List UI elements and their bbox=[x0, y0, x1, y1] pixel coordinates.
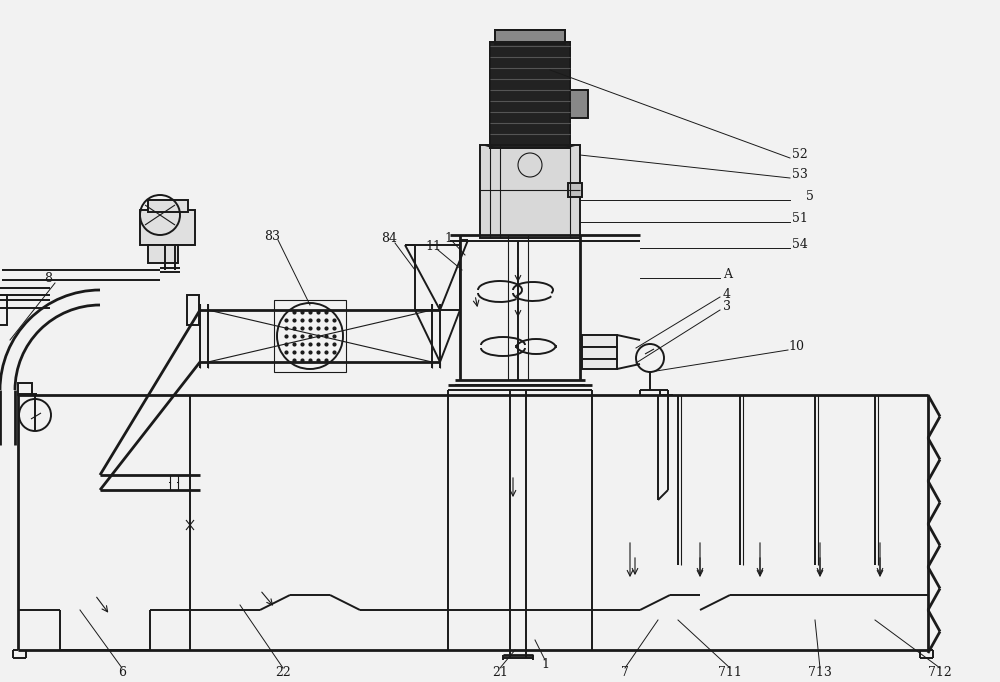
Text: 83: 83 bbox=[264, 230, 280, 243]
Bar bbox=[490, 42, 570, 148]
Text: 5: 5 bbox=[806, 190, 814, 203]
Bar bbox=[140, 210, 195, 245]
Bar bbox=[148, 200, 188, 212]
Text: 4: 4 bbox=[723, 288, 731, 301]
Text: 52: 52 bbox=[792, 149, 808, 162]
Text: 713: 713 bbox=[808, 666, 832, 679]
Text: 7: 7 bbox=[621, 666, 629, 679]
Text: 21: 21 bbox=[492, 666, 508, 679]
Text: 3: 3 bbox=[723, 301, 731, 314]
Text: A: A bbox=[724, 269, 732, 282]
Bar bbox=[18, 383, 32, 395]
Bar bbox=[148, 245, 178, 263]
Text: 54: 54 bbox=[792, 239, 808, 252]
Bar bbox=[570, 90, 588, 118]
Bar bbox=[187, 295, 199, 325]
Text: 53: 53 bbox=[792, 168, 808, 181]
Bar bbox=[568, 183, 582, 197]
Text: 6: 6 bbox=[118, 666, 126, 679]
Bar bbox=[0, 295, 7, 325]
Text: 1: 1 bbox=[541, 657, 549, 670]
Text: 11: 11 bbox=[425, 239, 441, 252]
Bar bbox=[480, 145, 580, 238]
Text: 8: 8 bbox=[44, 273, 52, 286]
Bar bbox=[490, 42, 570, 148]
Text: 1: 1 bbox=[444, 231, 452, 245]
Bar bbox=[274, 300, 346, 372]
Text: 51: 51 bbox=[792, 213, 808, 226]
Text: 10: 10 bbox=[788, 340, 804, 353]
Text: 711: 711 bbox=[718, 666, 742, 679]
Text: 84: 84 bbox=[381, 233, 397, 246]
Text: 22: 22 bbox=[275, 666, 291, 679]
Bar bbox=[495, 30, 565, 44]
Text: 712: 712 bbox=[928, 666, 952, 679]
Bar bbox=[495, 30, 565, 44]
Bar bbox=[582, 359, 617, 369]
Bar bbox=[582, 347, 617, 359]
Bar bbox=[582, 335, 617, 347]
